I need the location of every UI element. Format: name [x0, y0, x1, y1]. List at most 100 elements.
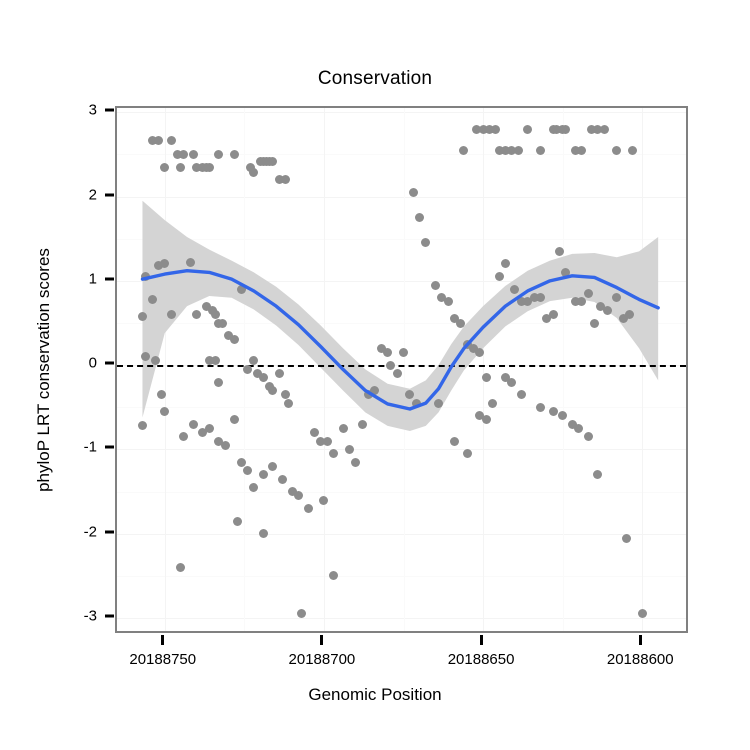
data-point [399, 348, 408, 358]
data-point [281, 390, 291, 400]
data-point [192, 310, 202, 320]
plot-panel [115, 106, 688, 633]
data-point [249, 482, 259, 492]
data-point [475, 411, 485, 421]
x-tick-mark [320, 635, 324, 645]
gridline-horizontal-minor [117, 575, 686, 577]
data-point [153, 261, 163, 271]
data-point [258, 470, 268, 480]
data-point [570, 297, 580, 307]
data-point [593, 470, 603, 480]
gridline-horizontal [117, 449, 686, 451]
data-point [188, 149, 198, 159]
data-point [507, 145, 517, 155]
data-point [176, 162, 186, 172]
data-point [494, 272, 504, 282]
data-point [430, 280, 440, 290]
data-point [230, 415, 240, 425]
data-point [293, 491, 303, 501]
data-point [198, 428, 208, 438]
y-tick-mark [105, 530, 114, 534]
data-point [481, 415, 491, 425]
data-point [414, 213, 424, 223]
data-point [214, 436, 224, 446]
data-point [590, 318, 599, 328]
page-title: Conservation [317, 68, 433, 89]
data-point [443, 297, 453, 307]
data-point [204, 423, 214, 433]
data-point [268, 461, 278, 471]
data-point [561, 124, 571, 134]
data-point [243, 466, 253, 476]
data-point [220, 440, 230, 450]
data-point [328, 571, 338, 581]
y-tick-label: -3 [83, 607, 97, 625]
data-point [469, 343, 479, 353]
data-point [472, 124, 482, 134]
data-point [507, 377, 517, 387]
data-point [166, 310, 176, 320]
data-point [456, 318, 466, 328]
x-tick-label: 20188700 [288, 651, 356, 668]
data-point [583, 289, 593, 298]
plot-area [117, 108, 686, 631]
x-tick-label: 20188600 [606, 651, 674, 668]
gridline-horizontal-minor [117, 323, 686, 325]
y-tick-label: 0 [88, 354, 97, 372]
data-point [316, 436, 326, 446]
data-point [322, 436, 332, 446]
data-point [230, 335, 240, 345]
data-point [494, 145, 504, 155]
data-point [554, 246, 564, 256]
data-point [599, 124, 609, 134]
gridline-horizontal [117, 280, 686, 282]
data-point [204, 356, 214, 366]
data-point [201, 301, 211, 311]
data-point [141, 352, 151, 362]
data-point [475, 348, 485, 358]
data-point [593, 124, 603, 134]
data-point [309, 428, 319, 438]
data-point [577, 145, 587, 155]
y-tick-mark [105, 108, 114, 112]
data-point [303, 504, 313, 514]
y-tick-mark [105, 445, 114, 449]
data-point [338, 423, 348, 433]
data-point [137, 311, 147, 321]
data-point [160, 162, 170, 172]
data-point [217, 318, 227, 328]
data-point [491, 124, 501, 134]
data-point [160, 259, 170, 269]
data-point [513, 145, 523, 155]
data-point [160, 407, 170, 417]
y-tick-label: 3 [88, 101, 97, 119]
data-point [548, 310, 558, 320]
data-point [481, 373, 491, 383]
data-point [274, 369, 284, 379]
data-point [500, 145, 510, 155]
data-point [405, 390, 415, 400]
data-point [185, 257, 195, 267]
data-point [500, 373, 510, 383]
y-tick-label: -1 [83, 438, 97, 456]
data-point [510, 284, 520, 294]
data-point [268, 385, 278, 395]
data-point [223, 331, 233, 341]
data-point [561, 267, 571, 277]
x-tick-label: 20188750 [129, 651, 197, 668]
data-point [281, 175, 291, 185]
data-point [351, 457, 361, 467]
data-point [284, 398, 294, 408]
y-tick-mark [105, 277, 114, 281]
data-point [577, 297, 587, 307]
data-point [188, 419, 198, 429]
data-point [363, 390, 373, 400]
x-tick-mark [638, 635, 642, 645]
data-point [150, 356, 160, 366]
y-tick-mark [105, 614, 114, 618]
gridline-horizontal [117, 533, 686, 535]
data-point [297, 609, 307, 619]
data-point [246, 162, 256, 172]
gridline-vertical-minor [403, 108, 405, 631]
